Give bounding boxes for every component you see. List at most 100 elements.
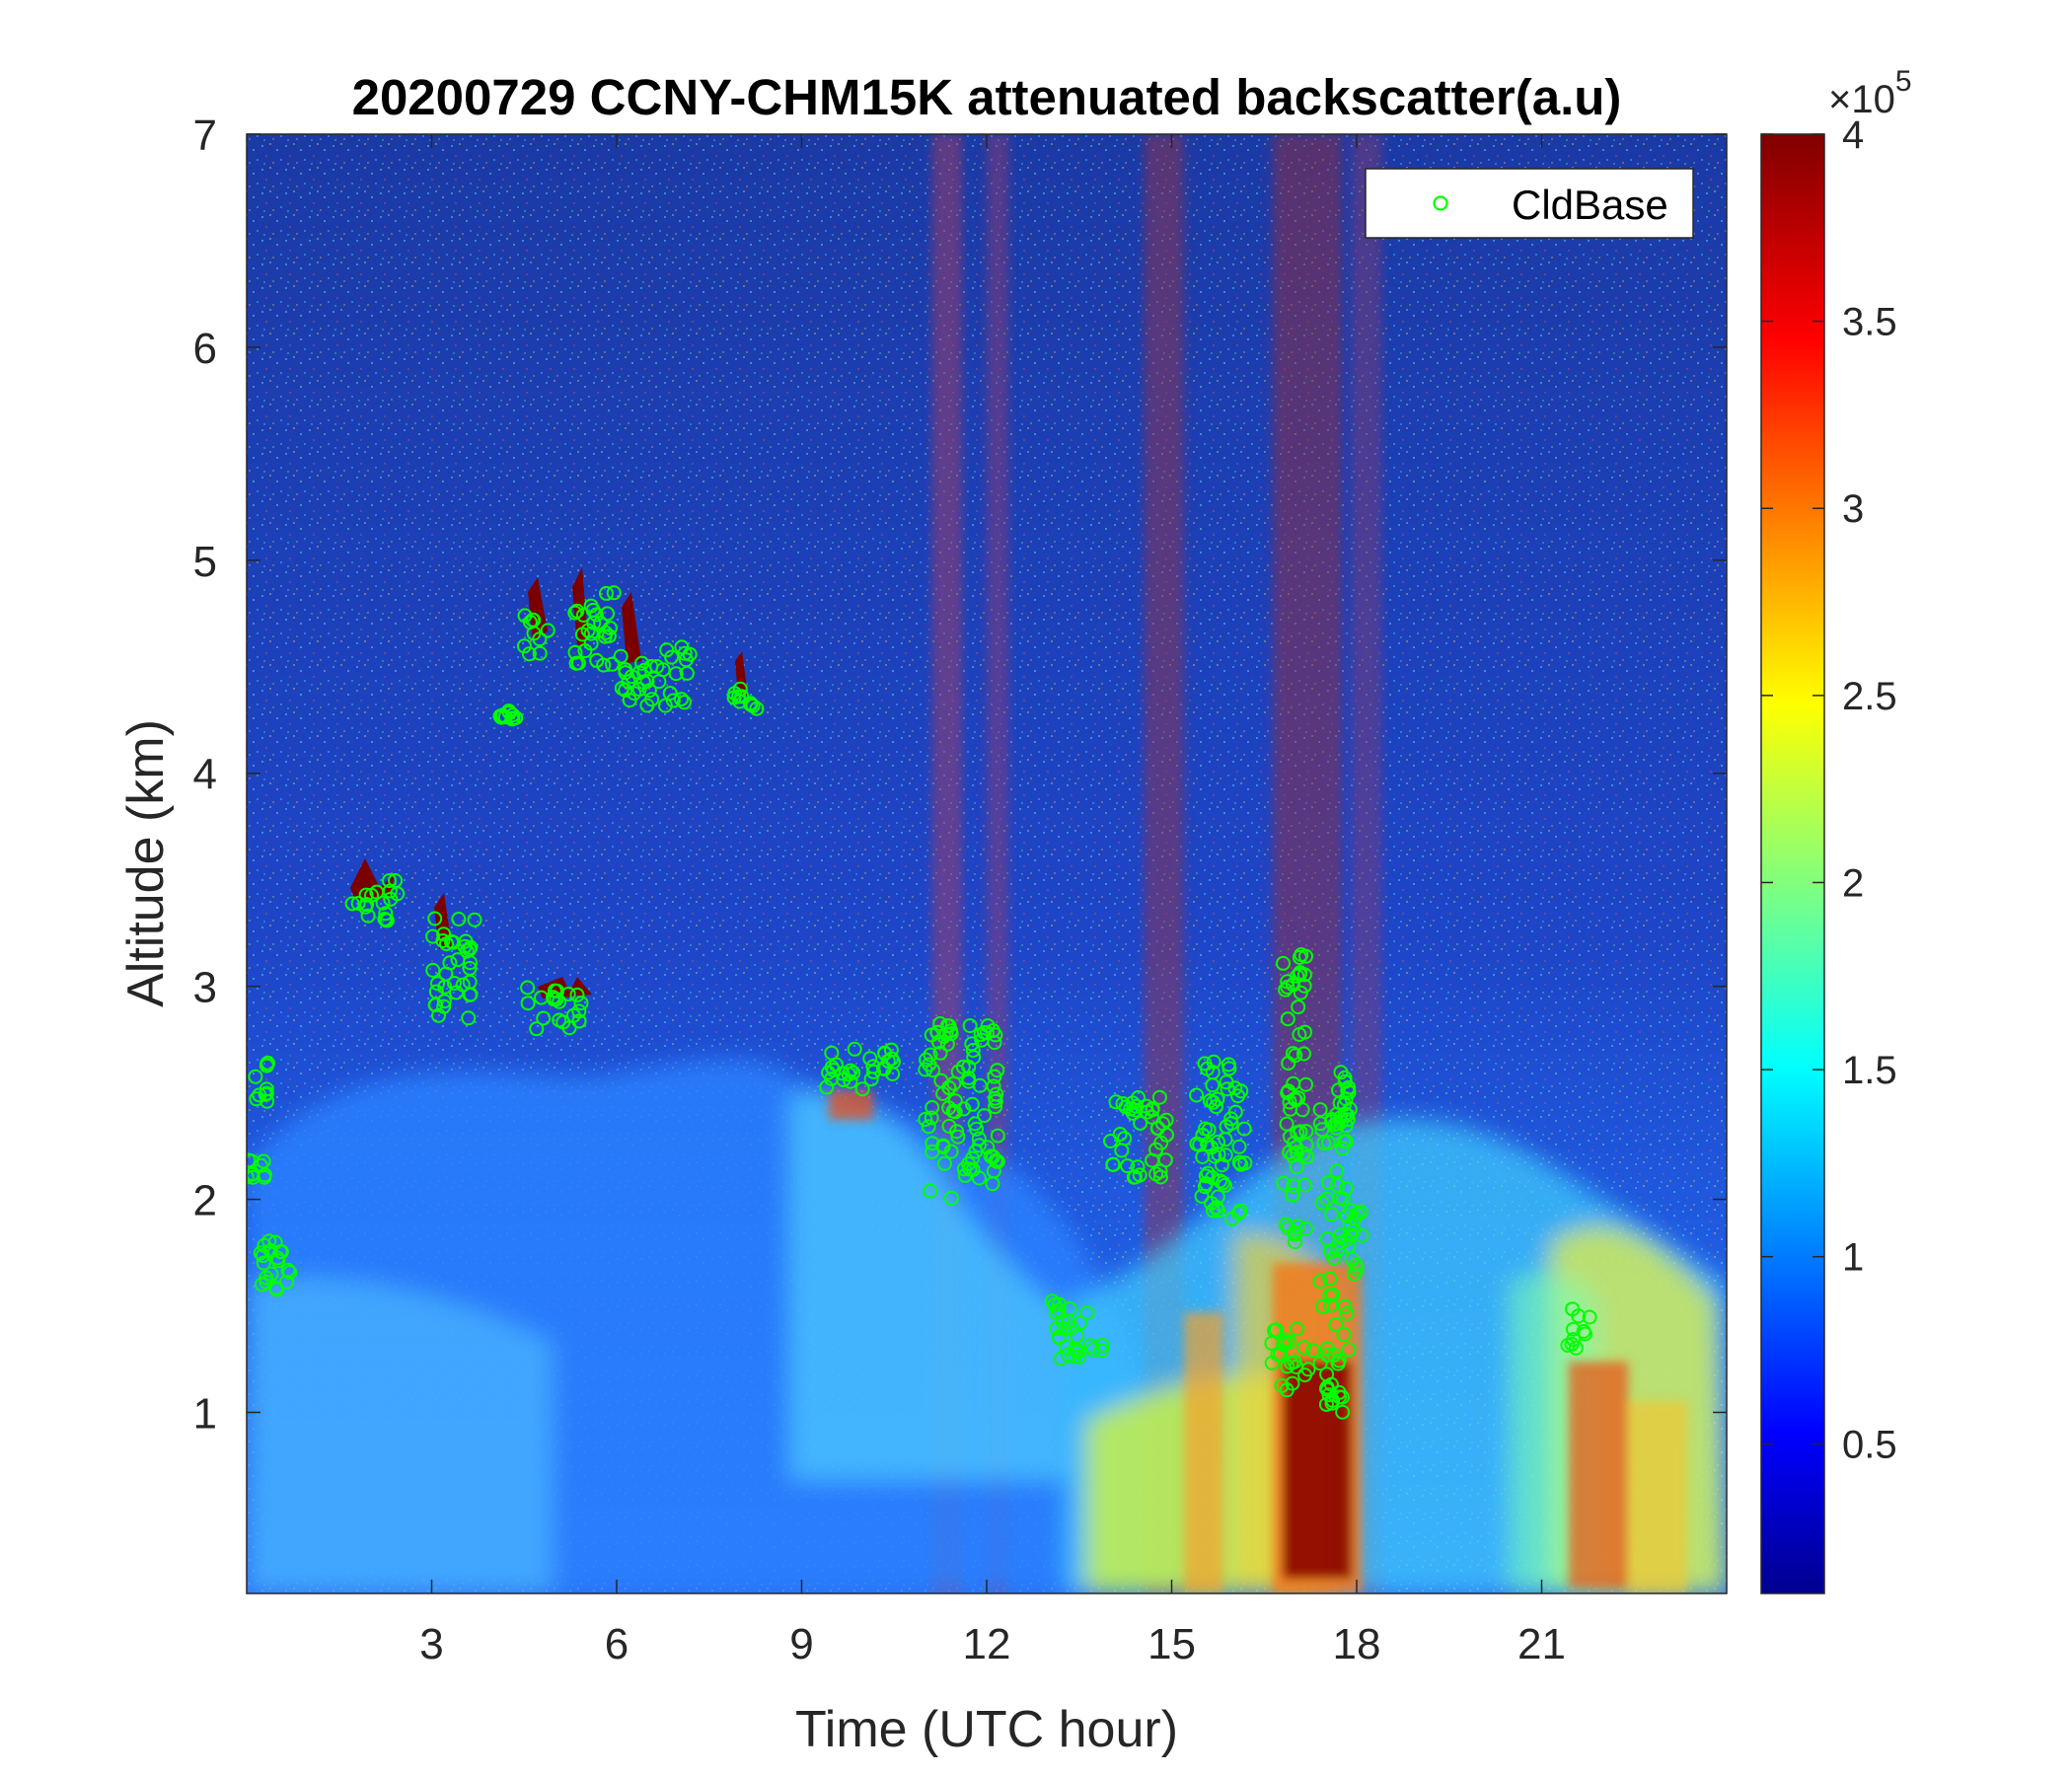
cloud-base-point [532,645,548,661]
cloud-base-point [1340,1082,1356,1098]
cloud-base-point [1085,1342,1101,1358]
cloud-base-point [932,1045,948,1061]
legend: CldBase [1365,168,1694,239]
cloud-base-point [1157,1152,1173,1168]
cloud-base-point [1285,1046,1300,1062]
cloud-base-point [1297,1368,1312,1383]
cloud-base-point [1218,1147,1233,1163]
cloud-base-point [1236,1121,1252,1137]
cloud-base-point [961,1059,977,1074]
cloud-base-point [1103,1134,1118,1148]
cloud-base-point [1336,1326,1352,1342]
cloud-base-point [1219,1074,1234,1090]
cloud-base-point [270,1253,286,1269]
cloud-base-point [1211,1147,1226,1162]
legend-label-cldbase: CldBase [1512,182,1668,228]
x-tick-label: 12 [963,1620,1011,1668]
cloud-base-point [668,666,684,682]
cloud-base-point [1047,1296,1063,1312]
cloud-base-point [1338,1231,1354,1247]
cloud-base-point [1319,1348,1335,1363]
cloud-base-point [1353,1204,1369,1220]
cloud-base-point [924,1110,939,1126]
cloud-base-point [1048,1305,1064,1321]
cloud-base-point [573,996,589,1011]
cloud-base-point [606,585,622,601]
y-tick-label: 6 [193,325,217,373]
cloud-base-point [493,709,509,725]
colorbar-tick-label: 2.5 [1842,675,1897,718]
cloud-base-point [604,656,620,672]
cloud-base-point [377,912,393,926]
cloud-base-point [819,1079,835,1095]
colorbar-tick-label: 0.5 [1842,1423,1897,1466]
cloud-base-point [1318,1396,1334,1412]
cloud-base-point [589,652,605,668]
colorbar-tick-label: 3 [1842,487,1864,531]
cloud-base-point [1114,1143,1130,1158]
cloud-base-point [1064,1320,1079,1336]
y-axis: 1 2 3 4 5 6 7 [193,111,1727,1438]
y-axis-label: Altitude (km) [117,719,175,1007]
cloud-base-point [876,1062,892,1077]
cloud-base-point [679,665,695,681]
cloud-base-point [862,1051,878,1067]
cloud-base-point [961,1073,977,1089]
cloud-base-point [949,1124,965,1140]
cloud-base-point [1230,1088,1246,1104]
cloud-base-point [613,648,629,664]
cloud-base-point [1295,1146,1311,1161]
cloud-base-point [567,644,583,660]
y-tick-label: 1 [193,1389,217,1438]
cloud-base-point [462,941,478,957]
cloud-base-point [249,1091,264,1107]
cloud-base-point [884,1051,900,1067]
cloud-base-point [1073,1315,1087,1331]
cloud-base-point [1314,1122,1330,1138]
cloud-base-point [1105,1156,1121,1172]
cloud-base-point [593,615,609,630]
cloud-base-point [1312,1116,1328,1132]
colorbar-tick-label: 3.5 [1842,301,1897,344]
cloud-base-point [462,974,478,990]
cloud-base-point [988,1093,1003,1109]
cloud-base-point [1330,1177,1345,1193]
cloud-base-point [1112,1127,1128,1142]
cloud-base-point [1315,1298,1331,1314]
cloud-base-point [1131,1090,1147,1105]
cloud-base-point [967,1116,983,1132]
cloud-base-point [451,912,467,926]
cloud-base-point [428,984,444,999]
cloud-base-point [597,629,613,644]
colorbar-ticks: 0.5 1 1.5 2 2.5 3 3.5 4 [1761,113,1897,1466]
cloud-base-point [427,911,443,926]
cloud-base-point [1158,1112,1174,1128]
cloud-base-point [866,1064,881,1079]
cloud-base-point [1319,1379,1335,1395]
cloud-base-point [282,1265,298,1280]
cloud-base-point [1325,1287,1340,1302]
cloud-base-point [255,1248,270,1264]
cloud-base-point [964,1096,980,1112]
x-tick-label: 18 [1333,1620,1381,1668]
cloud-base-point [569,987,585,1002]
cloud-base-point [1151,1089,1167,1105]
cloud-base-point [430,976,445,992]
x-tick-label: 6 [605,1620,629,1668]
cloud-base-point [1297,1177,1312,1193]
cloud-base-point [436,994,452,1009]
cloud-base-point [1331,1082,1346,1098]
cloud-base-point [520,996,536,1011]
cloud-base-point [651,674,667,690]
cloud-base-point [955,1059,971,1074]
cloud-base-point [560,987,576,1001]
cloud-base-point [634,655,650,671]
cloud-base-point [375,895,391,911]
cloud-base-point [1291,1090,1306,1106]
cloud-base-point [925,1063,940,1078]
cloud-base-point [529,1021,545,1037]
cloud-base-point [1341,1084,1357,1100]
cloud-base-point [1057,1321,1072,1337]
cloud-base-point [1202,1093,1218,1109]
